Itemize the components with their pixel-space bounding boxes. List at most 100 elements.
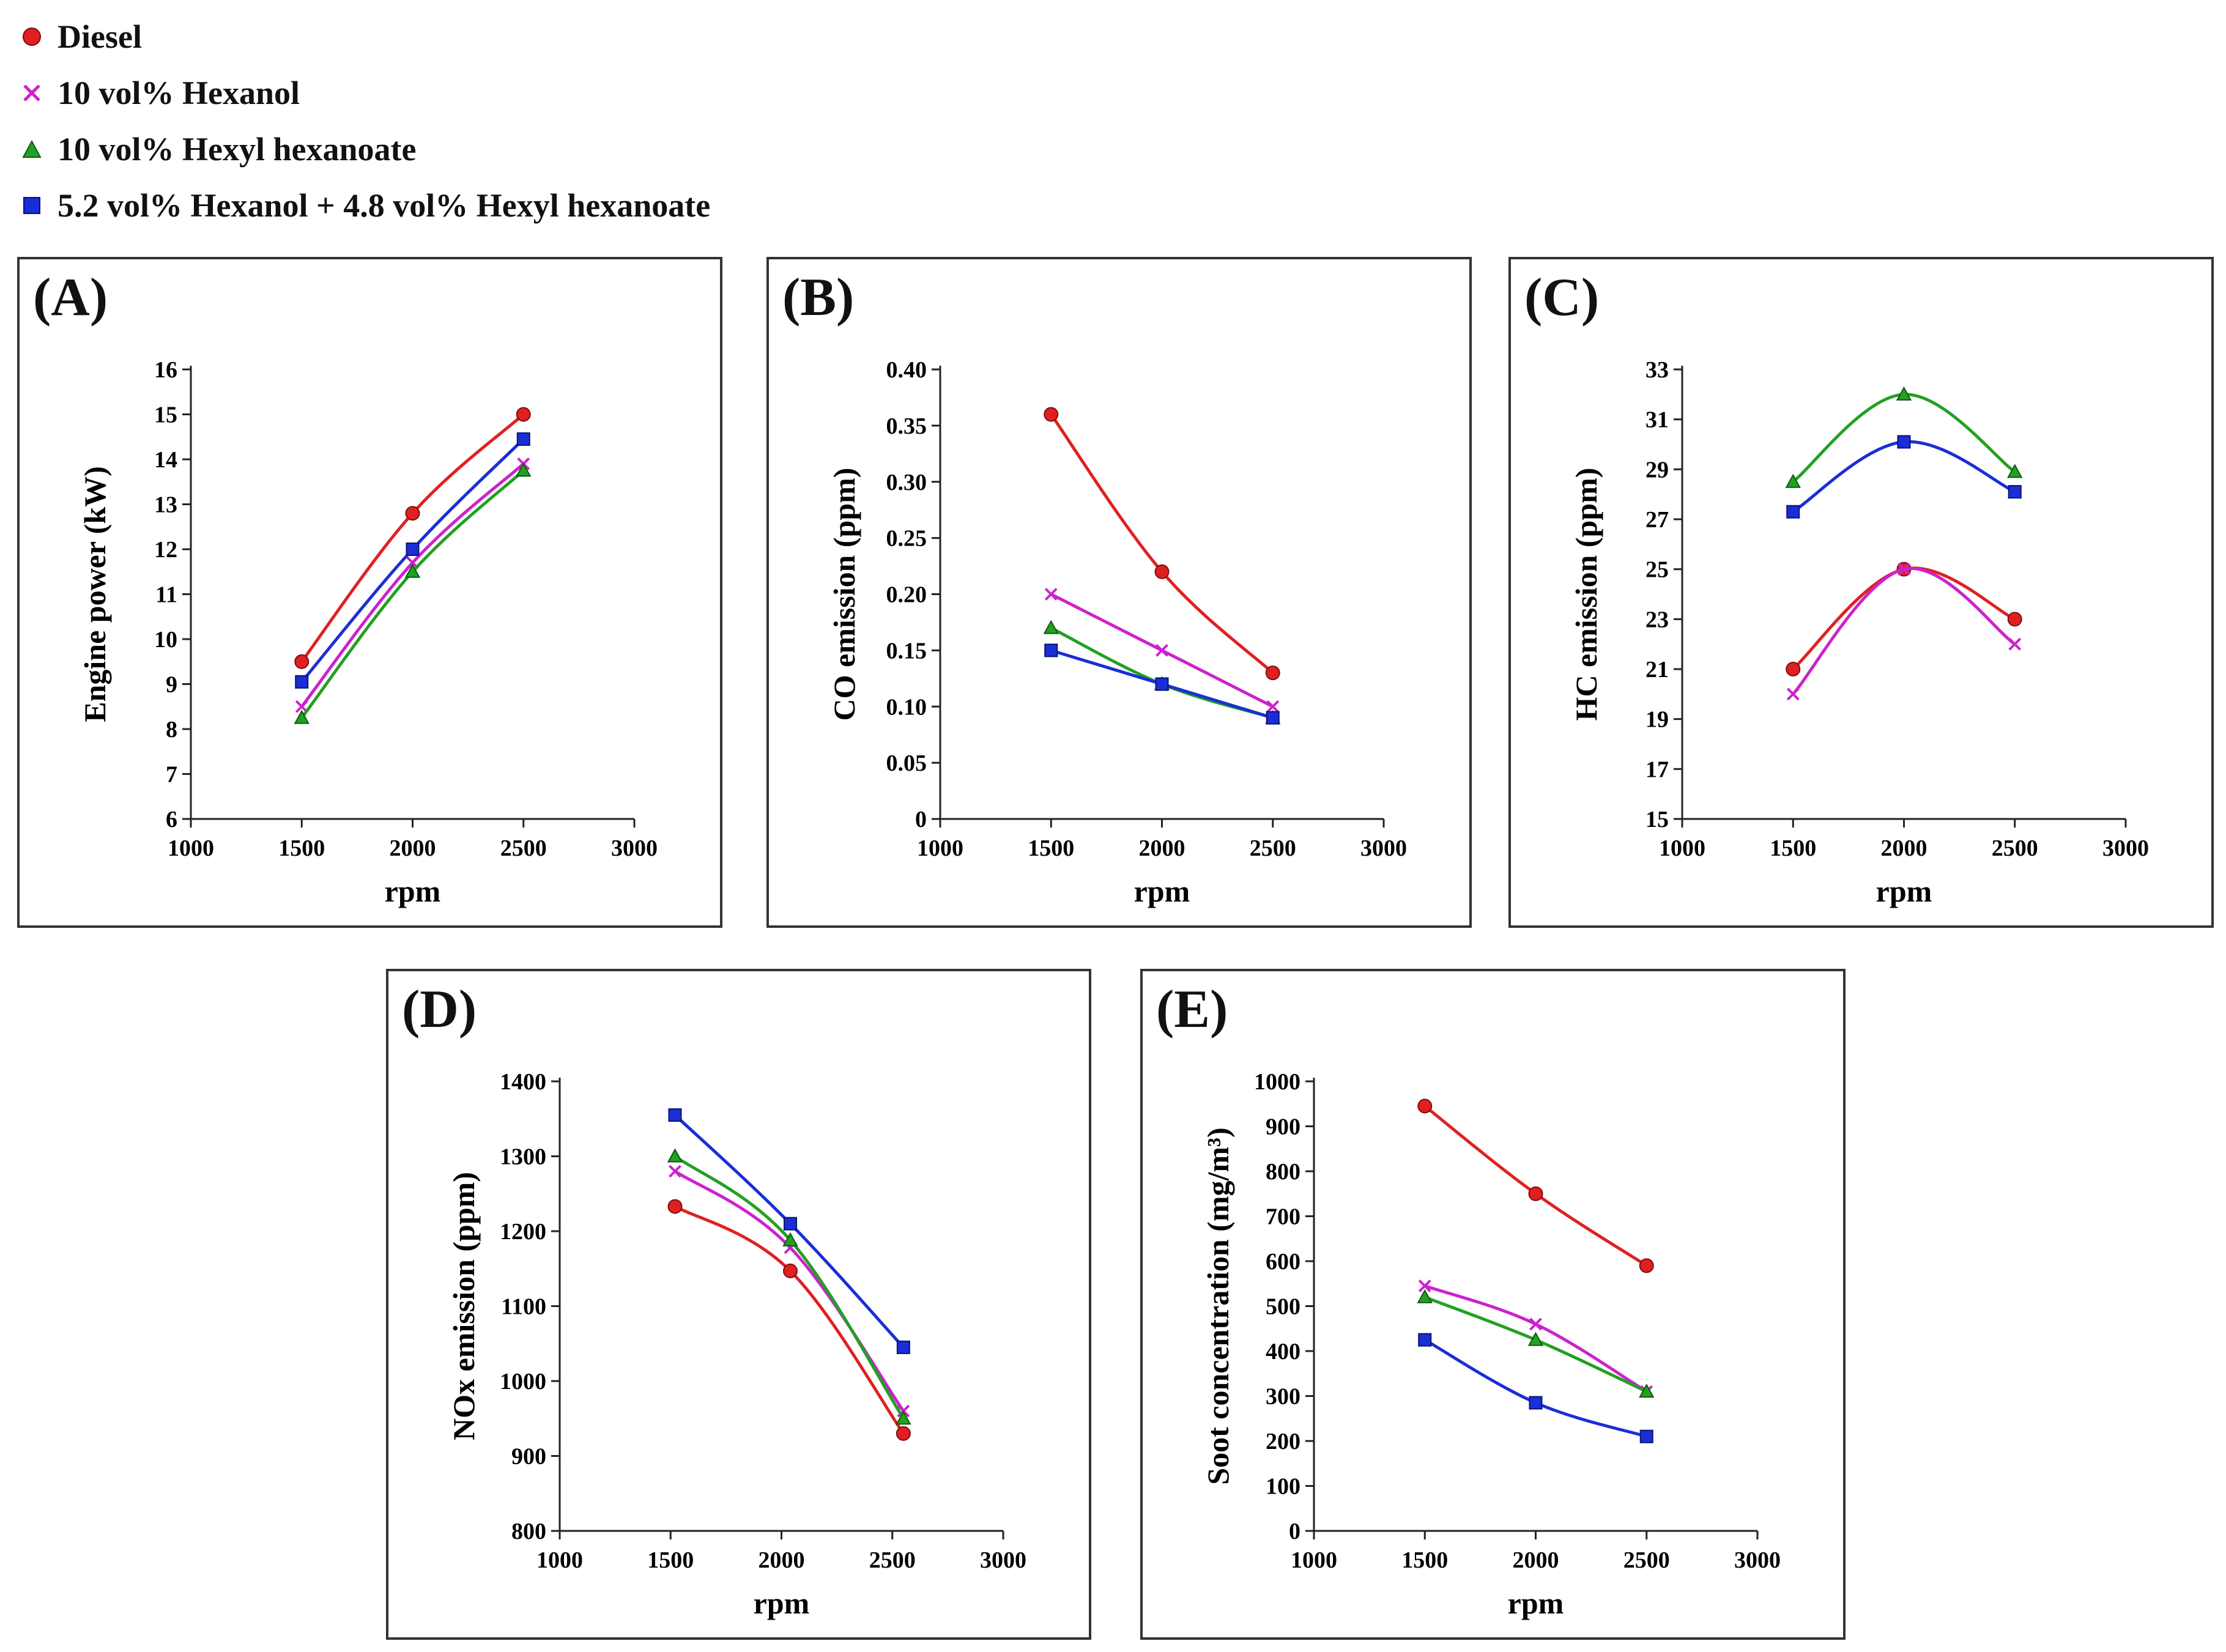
engine-power-plot: 6 7 8 9 10 11 12 13 14 15 16 1000 1500 2000 2500 3000 rp… bbox=[78, 357, 658, 908]
data-point bbox=[1529, 1396, 1543, 1410]
legend-item-hexyl-hexanoate: 10 vol% Hexyl hexanoate bbox=[13, 121, 710, 177]
series-line bbox=[1050, 626, 1274, 720]
y-tick-label: 31 bbox=[1645, 407, 1669, 433]
y-tick-label: 0 bbox=[1289, 1519, 1300, 1544]
y-tick-label: 1200 bbox=[500, 1219, 546, 1245]
data-point bbox=[1898, 563, 1910, 576]
triangle-marker-icon bbox=[13, 139, 50, 158]
y-axis-title: NOx emission (ppm) bbox=[447, 1172, 481, 1440]
panel-label: (B) bbox=[782, 268, 855, 327]
y-tick-label: 0.10 bbox=[886, 694, 927, 720]
y-tick-label: 11 bbox=[155, 582, 177, 608]
data-point bbox=[1418, 1280, 1431, 1292]
series-line bbox=[674, 1205, 905, 1435]
x-tick-label: 2000 bbox=[1881, 835, 1927, 861]
x-tick-label: 3000 bbox=[1360, 835, 1407, 861]
data-point bbox=[1639, 1429, 1653, 1443]
data-point bbox=[1528, 1186, 1543, 1201]
legend: Diesel 10 vol% Hexanol 10 vol% Hexyl hex… bbox=[13, 9, 710, 234]
x-tick-label: 1500 bbox=[647, 1547, 694, 1573]
series-4 bbox=[1418, 1333, 1653, 1443]
x-tick-label: 1000 bbox=[536, 1547, 583, 1573]
y-tick-label: 12 bbox=[154, 537, 177, 563]
y-tick-label: 0.30 bbox=[886, 470, 927, 495]
legend-label: 5.2 vol% Hexanol + 4.8 vol% Hexyl hexano… bbox=[58, 187, 711, 224]
y-tick-label: 21 bbox=[1645, 657, 1669, 683]
y-tick-label: 300 bbox=[1266, 1384, 1300, 1410]
legend-label: Diesel bbox=[58, 18, 142, 55]
x-tick-label: 1500 bbox=[1028, 835, 1074, 861]
y-tick-label: 1300 bbox=[500, 1144, 546, 1170]
x-tick-label: 3000 bbox=[1734, 1547, 1781, 1573]
x-axis-title: rpm bbox=[1876, 874, 1932, 908]
y-tick-label: 23 bbox=[1645, 607, 1669, 632]
data-point bbox=[784, 1217, 797, 1231]
panel-a-engine-power-chart: (A) 6 7 8 9 10 11 12 13 14 15 16 1000 1500 2000 2500 30… bbox=[17, 257, 722, 928]
data-point bbox=[1786, 662, 1801, 676]
y-tick-label: 13 bbox=[154, 492, 177, 518]
data-point bbox=[668, 1108, 682, 1122]
series-3 bbox=[294, 462, 532, 724]
y-tick-label: 800 bbox=[1266, 1159, 1300, 1185]
y-axis-title: HC emission (ppm) bbox=[1569, 468, 1603, 721]
x-tick-label: 1500 bbox=[278, 835, 325, 861]
panel-e-soot-concentration-chart: (E) 0 100 200 300 400 500 600 700 800 900 1000 1000… bbox=[1140, 969, 1846, 1640]
y-tick-label: 0 bbox=[915, 807, 927, 832]
data-point bbox=[1786, 687, 1800, 701]
panel-d-nox-emission-chart: (D) 800 900 1000 1100 1200 1300 1400 1000 1500 20… bbox=[386, 969, 1091, 1640]
data-point bbox=[294, 709, 310, 724]
y-axis-title: Soot concentration (mg/m³) bbox=[1201, 1127, 1235, 1484]
series-1 bbox=[294, 407, 531, 669]
data-point bbox=[1044, 643, 1058, 657]
data-point bbox=[1417, 1289, 1433, 1303]
x-tick-label: 2500 bbox=[869, 1547, 916, 1573]
x-tick-label: 2000 bbox=[1139, 835, 1185, 861]
legend-label: 10 vol% Hexanol bbox=[58, 75, 300, 111]
y-tick-label: 1000 bbox=[500, 1369, 546, 1395]
data-point bbox=[896, 1410, 911, 1425]
series-3 bbox=[667, 1148, 911, 1425]
legend-item-blend: 5.2 vol% Hexanol + 4.8 vol% Hexyl hexano… bbox=[13, 177, 710, 234]
data-point bbox=[1266, 711, 1280, 725]
y-tick-label: 800 bbox=[511, 1519, 546, 1544]
data-point bbox=[1529, 1317, 1542, 1331]
x-tick-label: 2500 bbox=[1623, 1547, 1670, 1573]
x-tick-label: 3000 bbox=[2102, 835, 2149, 861]
data-point bbox=[2007, 612, 2022, 627]
y-tick-label: 15 bbox=[1645, 807, 1669, 832]
series-line bbox=[1424, 1338, 1647, 1439]
data-point bbox=[667, 1148, 683, 1163]
series-2 bbox=[1044, 588, 1280, 713]
x-axis-title: rpm bbox=[385, 874, 441, 908]
x-tick-label: 2500 bbox=[1250, 835, 1296, 861]
panel-label: (A) bbox=[33, 268, 108, 327]
y-tick-label: 19 bbox=[1645, 707, 1669, 733]
y-tick-label: 900 bbox=[1266, 1114, 1300, 1140]
data-point bbox=[1266, 700, 1280, 713]
data-point bbox=[1154, 564, 1170, 579]
x-tick-label: 1000 bbox=[1291, 1547, 1337, 1573]
data-point bbox=[1155, 677, 1169, 691]
y-tick-label: 7 bbox=[166, 762, 177, 788]
data-point bbox=[295, 700, 308, 713]
series-1 bbox=[1417, 1098, 1654, 1273]
legend-item-diesel: Diesel bbox=[13, 9, 710, 65]
y-tick-label: 600 bbox=[1266, 1249, 1300, 1275]
y-axis-title: Engine power (kW) bbox=[78, 466, 112, 722]
y-tick-label: 1400 bbox=[500, 1069, 546, 1095]
y-tick-label: 17 bbox=[1645, 757, 1669, 782]
data-point bbox=[1786, 505, 1800, 519]
y-tick-label: 6 bbox=[166, 807, 177, 832]
data-point bbox=[1044, 407, 1059, 422]
y-tick-label: 400 bbox=[1266, 1339, 1300, 1365]
data-point bbox=[669, 1165, 681, 1178]
data-point bbox=[783, 1263, 798, 1278]
data-point bbox=[516, 407, 531, 422]
data-point bbox=[1265, 665, 1280, 681]
series-line bbox=[1423, 1105, 1648, 1267]
data-point bbox=[1785, 473, 1801, 488]
series-1 bbox=[1044, 407, 1280, 681]
data-point bbox=[1044, 588, 1058, 601]
data-point bbox=[516, 462, 532, 477]
y-tick-label: 16 bbox=[154, 357, 177, 383]
